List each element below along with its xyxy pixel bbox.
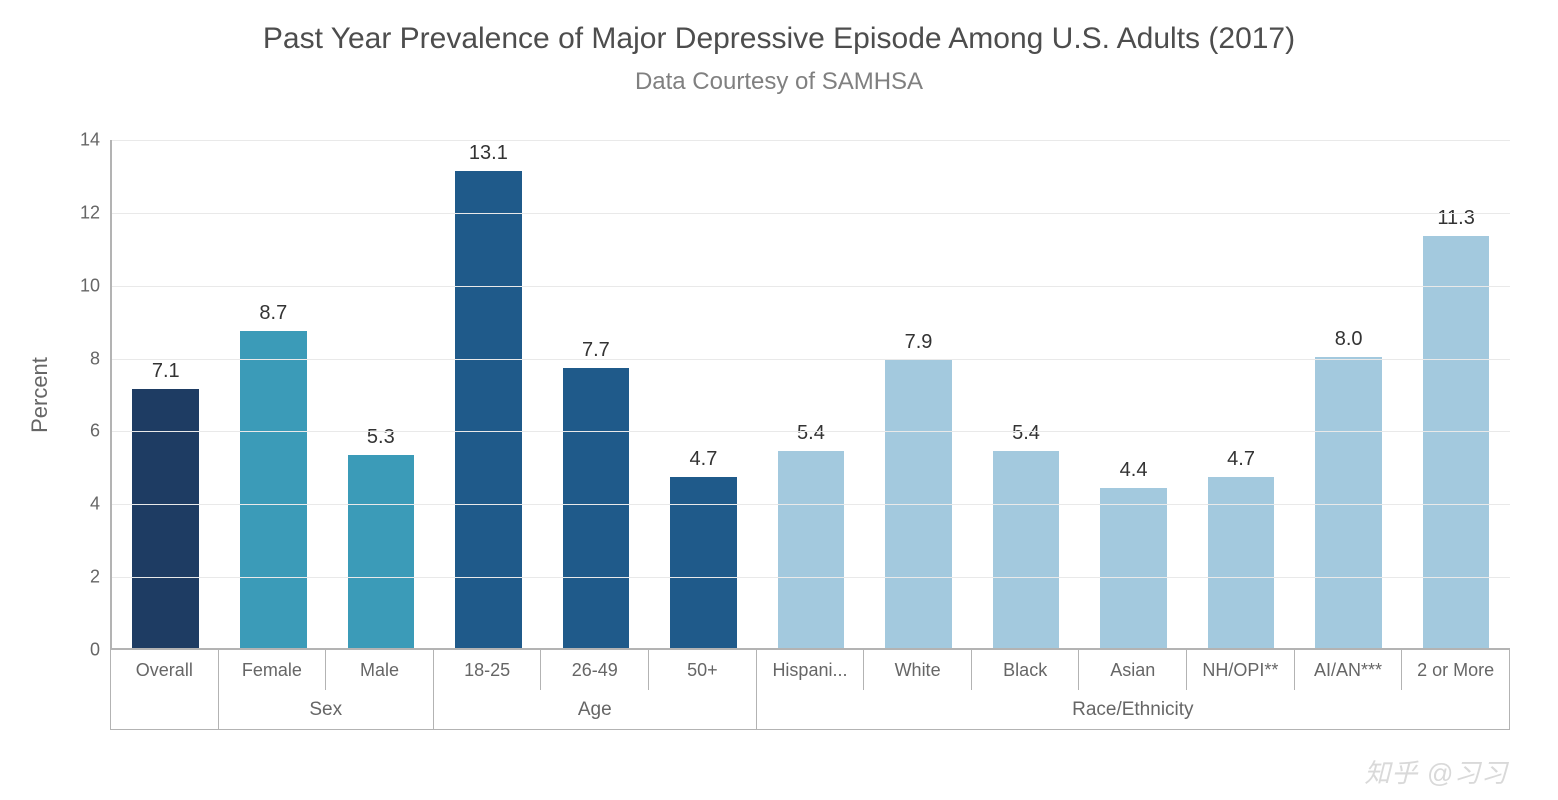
x-tick-label: 50+ bbox=[648, 650, 756, 690]
bar: 8.7 bbox=[240, 331, 307, 648]
bar-slot: 13.1 bbox=[435, 140, 543, 648]
bar: 5.3 bbox=[348, 455, 415, 648]
bar-slot: 4.4 bbox=[1080, 140, 1188, 648]
y-tick-label: 10 bbox=[80, 275, 112, 296]
plot-area: 7.1 8.7 5.3 13.1 7.7 4.7 5.4 7.9 5.4 4.4 4.7 8.0 11.… bbox=[110, 140, 1510, 650]
y-axis-label: Percent bbox=[27, 357, 53, 433]
bar: 5.4 bbox=[993, 451, 1060, 648]
bar-value-label: 8.0 bbox=[1335, 328, 1363, 357]
x-tick-label: Male bbox=[325, 650, 433, 690]
bar-value-label: 8.7 bbox=[259, 302, 287, 331]
bar-value-label: 4.7 bbox=[690, 448, 718, 477]
y-tick-label: 4 bbox=[90, 494, 112, 515]
x-tick-label: NH/OPI** bbox=[1186, 650, 1294, 690]
bar-slot: 5.4 bbox=[757, 140, 865, 648]
bars-row: 7.1 8.7 5.3 13.1 7.7 4.7 5.4 7.9 5.4 4.4 4.7 8.0 11.… bbox=[112, 140, 1510, 648]
y-tick-label: 12 bbox=[80, 202, 112, 223]
gridline bbox=[112, 431, 1510, 432]
bar: 4.7 bbox=[1208, 477, 1275, 648]
x-group-label: Race/Ethnicity bbox=[756, 690, 1509, 729]
chart-subtitle: Data Courtesy of SAMHSA bbox=[0, 68, 1558, 96]
bar-value-label: 7.9 bbox=[905, 331, 933, 360]
bar-slot: 8.0 bbox=[1295, 140, 1403, 648]
x-tick-label: Hispani... bbox=[756, 650, 864, 690]
gridline bbox=[112, 577, 1510, 578]
gridline bbox=[112, 359, 1510, 360]
x-group-label bbox=[110, 690, 218, 729]
bar: 11.3 bbox=[1423, 236, 1490, 648]
bar-slot: 7.7 bbox=[542, 140, 650, 648]
bar: 4.4 bbox=[1100, 488, 1167, 648]
bar-slot: 4.7 bbox=[650, 140, 758, 648]
gridline bbox=[112, 140, 1510, 141]
bar-slot: 11.3 bbox=[1402, 140, 1510, 648]
y-tick-label: 6 bbox=[90, 421, 112, 442]
x-tick-row: OverallFemaleMale18-2526-4950+Hispani...… bbox=[110, 650, 1510, 690]
bar-slot: 7.1 bbox=[112, 140, 220, 648]
y-tick-label: 8 bbox=[90, 348, 112, 369]
x-group-label: Sex bbox=[218, 690, 433, 729]
gridline bbox=[112, 504, 1510, 505]
x-tick-label: Black bbox=[971, 650, 1079, 690]
chart-title: Past Year Prevalence of Major Depressive… bbox=[0, 22, 1558, 56]
watermark: 知乎 @习习 bbox=[1364, 753, 1508, 790]
bar: 5.4 bbox=[778, 451, 845, 648]
bar-value-label: 7.1 bbox=[152, 360, 180, 389]
bar-value-label: 5.4 bbox=[1012, 422, 1040, 451]
bar-slot: 7.9 bbox=[865, 140, 973, 648]
y-tick-label: 0 bbox=[90, 640, 112, 661]
bar-value-label: 5.4 bbox=[797, 422, 825, 451]
bar-value-label: 4.4 bbox=[1120, 459, 1148, 488]
bar: 4.7 bbox=[670, 477, 737, 648]
x-group-row: SexAgeRace/Ethnicity bbox=[110, 690, 1510, 730]
y-tick-label: 14 bbox=[80, 130, 112, 151]
bar-value-label: 7.7 bbox=[582, 339, 610, 368]
y-tick-label: 2 bbox=[90, 567, 112, 588]
x-tick-label: White bbox=[863, 650, 971, 690]
chart-container: Past Year Prevalence of Major Depressive… bbox=[0, 0, 1558, 800]
bar-slot: 5.3 bbox=[327, 140, 435, 648]
bar-slot: 5.4 bbox=[972, 140, 1080, 648]
x-tick-label: Overall bbox=[110, 650, 218, 690]
bar-value-label: 13.1 bbox=[469, 142, 508, 171]
gridline bbox=[112, 213, 1510, 214]
x-group-label: Age bbox=[433, 690, 756, 729]
bar: 7.7 bbox=[563, 368, 630, 649]
x-tick-label: 18-25 bbox=[433, 650, 541, 690]
x-tick-label: 26-49 bbox=[540, 650, 648, 690]
x-tick-label: Female bbox=[218, 650, 326, 690]
gridline bbox=[112, 286, 1510, 287]
x-tick-label: AI/AN*** bbox=[1294, 650, 1402, 690]
x-tick-label: Asian bbox=[1078, 650, 1186, 690]
bar-slot: 8.7 bbox=[220, 140, 328, 648]
x-tick-label: 2 or More bbox=[1401, 650, 1509, 690]
bar-value-label: 4.7 bbox=[1227, 448, 1255, 477]
bar-slot: 4.7 bbox=[1187, 140, 1295, 648]
bar: 8.0 bbox=[1315, 357, 1382, 648]
bar-value-label: 11.3 bbox=[1437, 207, 1474, 236]
bar: 7.1 bbox=[132, 389, 199, 648]
bar-value-label: 5.3 bbox=[367, 426, 395, 455]
